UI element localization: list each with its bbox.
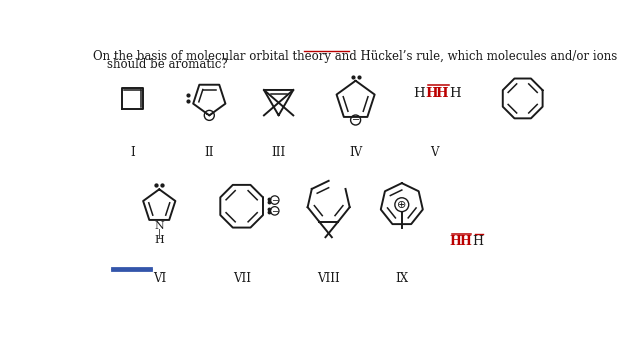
Text: VIII: VIII — [317, 272, 340, 285]
Text: IX: IX — [395, 272, 408, 285]
Text: |: | — [157, 228, 161, 238]
Text: H: H — [449, 87, 461, 100]
Text: N: N — [154, 221, 164, 232]
Text: H: H — [450, 236, 461, 248]
Text: II: II — [204, 146, 214, 159]
Text: VI: VI — [152, 272, 166, 285]
Text: −: − — [271, 196, 278, 204]
Text: On the basis of molecular orbital theory and Hückel’s rule, which molecules and/: On the basis of molecular orbital theory… — [93, 50, 618, 63]
Text: III: III — [271, 146, 286, 159]
Text: H: H — [473, 236, 483, 248]
Text: H: H — [460, 236, 472, 248]
Text: V: V — [430, 146, 438, 159]
Text: −: − — [205, 111, 213, 120]
Text: ⊕: ⊕ — [397, 200, 406, 210]
Text: H: H — [426, 87, 438, 100]
Text: I: I — [130, 146, 135, 159]
Text: IV: IV — [349, 146, 362, 159]
Text: −: − — [271, 206, 278, 215]
Text: should be aromatic?: should be aromatic? — [107, 58, 228, 72]
Text: H: H — [413, 87, 424, 100]
Text: H: H — [154, 235, 164, 244]
Text: −: − — [352, 115, 360, 125]
Text: H: H — [436, 87, 448, 100]
Text: VII: VII — [233, 272, 251, 285]
